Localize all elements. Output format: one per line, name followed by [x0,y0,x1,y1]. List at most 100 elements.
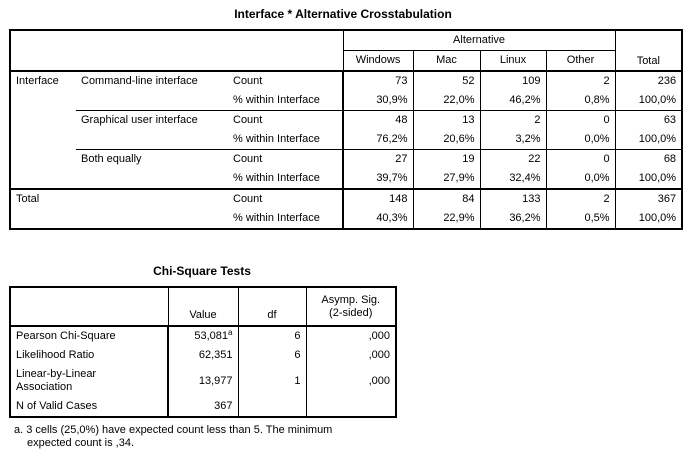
cell-sig: ,000 [305,346,396,365]
chisq-header-row: Value df Asymp. Sig. (2-sided) [10,287,396,326]
cell: 32,4% [479,169,547,189]
cell-sig: ,000 [305,365,396,397]
cell: 27 [342,149,414,169]
cell: 100,0% [614,130,683,150]
row-group-label: Both equally [76,149,228,189]
cell: 100,0% [614,169,683,189]
table-row: N of Valid Cases 367 [10,397,396,417]
cell: 0,8% [545,91,616,111]
col-header-sig-line2: (2-sided) [329,306,373,319]
cell: 22 [479,149,547,169]
stat-label: Count [228,110,344,130]
cell: 2 [479,110,547,130]
col-header-other: Other [545,50,616,71]
cell: 68 [614,149,683,169]
total-row-label: Total [10,188,228,229]
cell-df: 1 [237,365,306,397]
crosstab-title: Interface * Alternative Crosstabulation [234,7,452,21]
cell: 100,0% [614,209,683,229]
table-row: Pearson Chi-Square 53,081a 6 ,000 [10,325,396,346]
footnote-marker: a [228,328,233,338]
table-row: % within Interface 30,9% 22,0% 46,2% 0,8… [10,91,683,111]
row-group-label: Command-line interface [76,70,228,111]
table-row-total: % within Interface 40,3% 22,9% 36,2% 0,5… [10,209,683,229]
table-row: Graphical user interface Count 48 13 2 0… [10,110,683,150]
footnote-line1: a. 3 cells (25,0%) have expected count l… [14,424,333,436]
cell: 73 [342,70,414,91]
col-header-total: Total [614,30,683,71]
alternative-header: Alternative [342,30,616,51]
cell-value: 367 [167,397,238,417]
table-row: % within Interface 76,2% 20,6% 3,2% 0,0%… [10,130,683,150]
stat-label: Count [228,149,344,169]
row-group-label: Graphical user interface [76,110,228,150]
test-label: N of Valid Cases [16,400,98,413]
table-row: Likelihood Ratio 62,351 6 ,000 [10,346,396,365]
stat-label: Count [228,188,344,209]
cell: 2 [545,188,616,209]
stat-label: Count [228,70,344,91]
cell-sig: ,000 [305,325,396,346]
cell: 20,6% [412,130,481,150]
cell: 0 [545,149,616,169]
cell: 40,3% [342,209,414,229]
cell: 100,0% [614,91,683,111]
col-header-df: df [237,287,306,326]
table-row: % within Interface 39,7% 27,9% 32,4% 0,0… [10,169,683,189]
crosstab-header-row-1: Alternative Total [10,30,683,71]
stat-label: % within Interface [233,212,320,225]
cell: 367 [614,188,683,209]
cell: 19 [412,149,481,169]
row-dimension-label: Interface [10,70,76,189]
cell: 148 [342,188,414,209]
test-label-line1: Linear-by-Linear [16,368,97,380]
cell: 39,7% [342,169,414,189]
cell: 52 [412,70,481,91]
cell: 76,2% [342,130,414,150]
crosstab-table: Alternative Total Windows Mac Linux Othe… [9,29,684,230]
cell: 63 [614,110,683,130]
cell: 2 [545,70,616,91]
cell: 22,9% [412,209,481,229]
table-row-total: Total Count 148 84 133 2 367 [10,188,683,229]
cell: 0,0% [545,130,616,150]
cell-df: 6 [237,325,306,346]
cell: 22,0% [412,91,481,111]
cell-value: 53,081a [167,325,238,346]
stat-label: % within Interface [233,94,320,107]
col-header-sig: Asymp. Sig. (2-sided) [305,287,396,326]
table-row: Both equally Count 27 19 22 0 68 [10,149,683,189]
value-text: 53,081 [194,330,229,343]
cell: 84 [412,188,481,209]
crosstab-header-row-2: Windows Mac Linux Other [10,50,682,71]
cell: 36,2% [479,209,547,229]
test-label: Linear-by-Linear Association [10,365,168,397]
cell: 27,9% [412,169,481,189]
col-header-windows: Windows [342,50,414,71]
chisq-table: Value df Asymp. Sig. (2-sided) Pearson C… [9,286,397,418]
stat-label: % within Interface [233,133,320,146]
cell: 3,2% [479,130,547,150]
test-label: Likelihood Ratio [16,349,95,362]
cell: 46,2% [479,91,547,111]
col-header-sig-line1: Asymp. Sig. [321,293,381,306]
cell-value: 62,351 [167,346,238,365]
cell-value: 13,977 [167,365,238,397]
col-header-mac: Mac [412,50,481,71]
cell: 0,5% [545,209,616,229]
cell: 236 [614,70,683,91]
test-label: Pearson Chi-Square [10,325,168,346]
col-header-linux: Linux [479,50,547,71]
cell: 30,9% [342,91,414,111]
stat-label: % within Interface [233,172,320,185]
footnote-line2: expected count is ,34. [27,437,135,449]
test-label-line2: Association [16,381,73,393]
table-row: Linear-by-Linear Association 13,977 1 ,0… [10,365,396,397]
cell: 13 [412,110,481,130]
cell: 0 [545,110,616,130]
table-row: Interface Command-line interface Count 7… [10,70,683,189]
footnote: a. 3 cells (25,0%) have expected count l… [14,424,332,450]
cell: 48 [342,110,414,130]
cell: 109 [479,70,547,91]
chisq-title: Chi-Square Tests [153,264,251,278]
